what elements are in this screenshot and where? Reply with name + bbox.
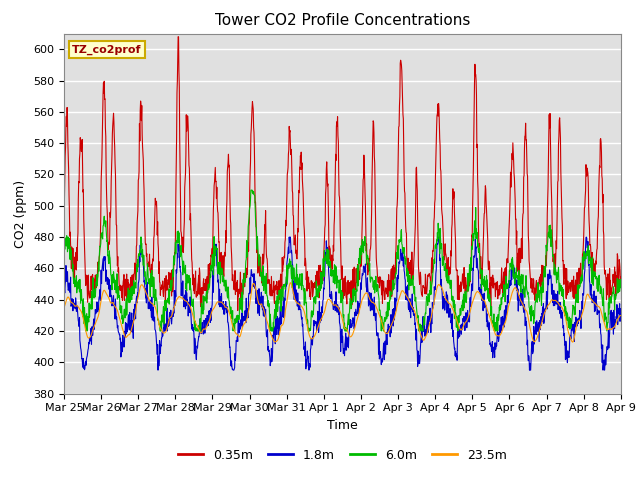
6.0m (246, 196, 254, 202)
1.8m (552, 291, 559, 297)
Y-axis label: CO2 (ppm): CO2 (ppm) (15, 180, 28, 248)
Line: 1.8m: 1.8m (64, 237, 621, 370)
Line: 23.5m: 23.5m (64, 283, 621, 342)
23.5m (429, 305, 437, 311)
1.8m (246, 290, 254, 296)
6.0m (171, 258, 179, 264)
Line: 0.35m: 0.35m (64, 36, 621, 311)
6.0m (429, 264, 437, 270)
0.35m (502, 278, 510, 284)
6.0m (82, 328, 90, 334)
0.35m (234, 308, 241, 313)
6.0m (247, 187, 255, 193)
0.35m (429, 244, 437, 250)
23.5m (246, 298, 254, 304)
23.5m (569, 339, 577, 345)
23.5m (60, 305, 68, 311)
1.8m (617, 312, 625, 318)
Title: Tower CO2 Profile Concentrations: Tower CO2 Profile Concentrations (214, 13, 470, 28)
1.8m (184, 313, 192, 319)
23.5m (184, 300, 191, 306)
1.8m (154, 367, 162, 373)
23.5m (617, 312, 625, 318)
23.5m (170, 304, 178, 310)
0.35m (552, 268, 559, 274)
X-axis label: Time: Time (327, 419, 358, 432)
Line: 6.0m: 6.0m (64, 190, 621, 331)
6.0m (552, 265, 559, 271)
6.0m (184, 280, 192, 286)
Text: TZ_co2prof: TZ_co2prof (72, 44, 142, 55)
1.8m (429, 302, 437, 308)
0.35m (60, 200, 68, 206)
0.35m (174, 34, 182, 39)
23.5m (287, 280, 294, 286)
6.0m (502, 278, 510, 284)
6.0m (617, 277, 625, 283)
1.8m (502, 312, 510, 318)
Legend: 0.35m, 1.8m, 6.0m, 23.5m: 0.35m, 1.8m, 6.0m, 23.5m (173, 444, 512, 467)
23.5m (551, 298, 559, 303)
0.35m (170, 262, 178, 268)
23.5m (502, 318, 509, 324)
1.8m (60, 295, 68, 300)
1.8m (285, 234, 293, 240)
0.35m (247, 131, 255, 137)
0.35m (617, 274, 625, 280)
6.0m (60, 255, 68, 261)
1.8m (171, 296, 179, 301)
0.35m (184, 125, 192, 131)
